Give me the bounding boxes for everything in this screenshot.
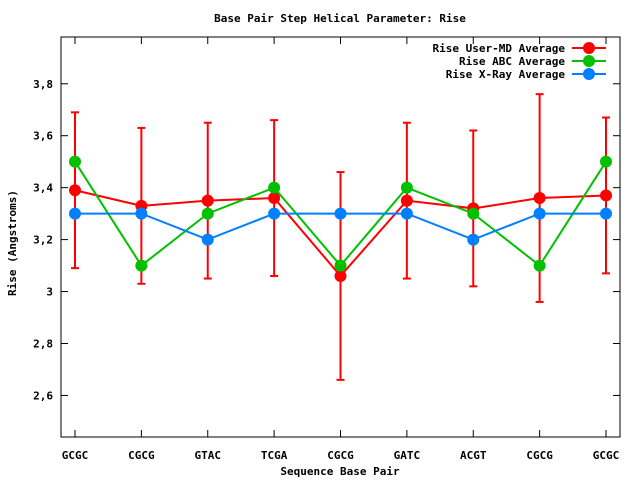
legend-marker <box>583 68 595 80</box>
data-point <box>268 207 281 220</box>
series-3 <box>69 207 612 246</box>
y-axis-label: Rise (Angstroms) <box>6 190 19 296</box>
data-point <box>268 192 281 205</box>
x-tick-label: ACGT <box>460 449 487 462</box>
data-point <box>201 194 214 207</box>
data-point <box>533 259 546 272</box>
y-tick-label: 2,6 <box>33 389 53 402</box>
data-point <box>533 192 546 205</box>
data-point <box>69 207 81 220</box>
data-point <box>334 269 347 282</box>
x-tick-label: CGCG <box>128 449 155 462</box>
data-point <box>135 207 148 220</box>
data-point <box>400 207 413 220</box>
data-point <box>467 207 480 220</box>
data-point <box>600 155 612 168</box>
y-tick-label: 3,4 <box>33 182 53 195</box>
data-point <box>533 207 546 220</box>
y-tick-label: 3,6 <box>33 130 53 143</box>
data-point <box>69 184 81 197</box>
data-point <box>600 207 612 220</box>
data-point <box>400 181 413 194</box>
x-tick-label: CGCG <box>526 449 553 462</box>
series-1 <box>69 93 612 381</box>
x-axis-label: Sequence Base Pair <box>280 465 400 478</box>
legend-label: Rise User-MD Average <box>433 42 566 55</box>
y-tick-label: 3,2 <box>33 234 53 247</box>
x-tick-label: TCGA <box>261 449 288 462</box>
data-point <box>334 259 347 272</box>
chart-title: Base Pair Step Helical Parameter: Rise <box>214 12 466 25</box>
x-tick-label: GCGC <box>593 449 620 462</box>
legend-marker <box>583 55 595 67</box>
legend-marker <box>583 42 595 54</box>
y-tick-label: 3 <box>46 286 53 299</box>
axes: 2,6 2,8 3 3,2 3,4 3,6 3,8 GCGC CGCG GTAC TCGA CGCG G… <box>33 36 621 462</box>
data-point <box>69 155 81 168</box>
y-tick-label: 3,8 <box>33 78 53 91</box>
data-point <box>600 189 612 202</box>
x-tick-label: GTAC <box>195 449 222 462</box>
x-tick-label: GCGC <box>62 449 89 462</box>
data-point <box>201 233 214 246</box>
data-point <box>268 181 281 194</box>
series-2 <box>69 155 612 272</box>
x-tick-label: CGCG <box>327 449 354 462</box>
legend-label: Rise X-Ray Average <box>446 68 566 81</box>
data-point <box>334 207 347 220</box>
series-layer <box>69 93 612 381</box>
legend-label: Rise ABC Average <box>459 55 565 68</box>
y-tick-label: 2,8 <box>33 337 53 350</box>
data-point <box>135 259 148 272</box>
data-point <box>201 207 214 220</box>
x-tick-label: GATC <box>394 449 421 462</box>
data-point <box>400 194 413 207</box>
data-point <box>467 233 480 246</box>
